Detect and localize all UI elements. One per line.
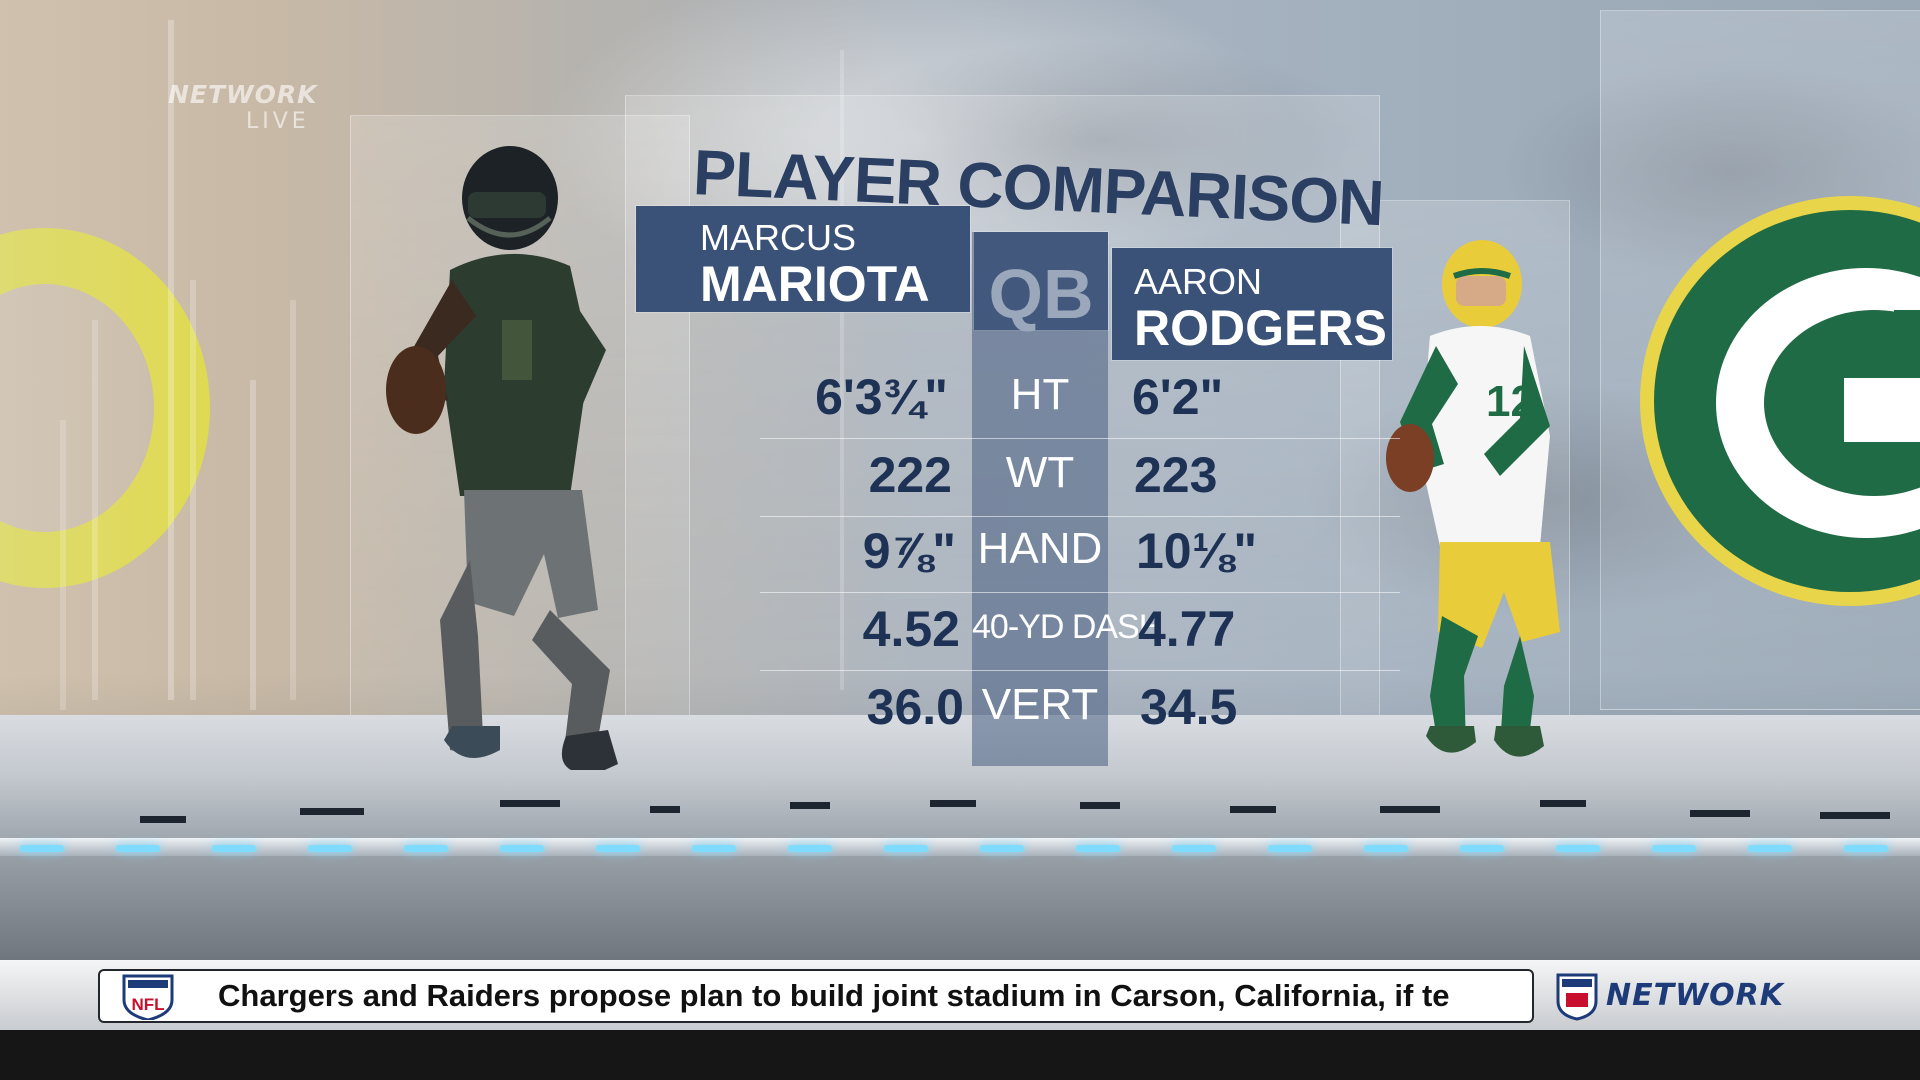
- floor-light: [884, 845, 928, 852]
- stat-left-value: 4.52: [862, 601, 960, 657]
- row-divider: [760, 592, 1400, 593]
- nfl-network-shield-icon: [1556, 973, 1598, 1021]
- light-bar: [190, 280, 196, 700]
- stat-left-value: 9⅞": [862, 523, 956, 579]
- floor-dash: [140, 816, 186, 823]
- stat-left-value: 6'3¾": [815, 369, 948, 425]
- stat-row: 222 WT 223: [0, 446, 1920, 510]
- floor-light: [500, 845, 544, 852]
- floor-light: [1460, 845, 1504, 852]
- studio-floor: [0, 715, 1920, 960]
- floor-light: [596, 845, 640, 852]
- nfl-shield-icon: NFL: [122, 974, 174, 1020]
- floor-dash: [500, 800, 560, 807]
- nfl-shield-text: NFL: [131, 995, 164, 1014]
- stat-right-value: 34.5: [1140, 679, 1238, 735]
- floor-light: [692, 845, 736, 852]
- player-right-header: AARON RODGERS: [1112, 248, 1392, 360]
- floor-dash: [1230, 806, 1276, 813]
- floor-light: [1844, 845, 1888, 852]
- nfl-network-brand: NETWORK: [1606, 978, 1785, 1013]
- live-indicator: LIVE: [246, 109, 310, 134]
- row-divider: [760, 516, 1400, 517]
- player-left-header: MARCUS MARIOTA: [636, 206, 970, 312]
- network-live-bug: NETWORK LIVE: [168, 80, 318, 134]
- ticker: [98, 969, 1534, 1023]
- stat-row: 4.52 40-YD DASH 4.77: [0, 600, 1920, 664]
- floor-dash: [1540, 800, 1586, 807]
- player-left-first-name: MARCUS: [700, 217, 857, 258]
- stat-row: 6'3¾" HT 6'2": [0, 368, 1920, 432]
- light-bar: [92, 320, 98, 700]
- player-right-first-name: AARON: [1134, 261, 1263, 302]
- ticker-headline: Chargers and Raiders propose plan to bui…: [218, 978, 1450, 1013]
- floor-light: [1364, 845, 1408, 852]
- floor-dash: [790, 802, 830, 809]
- stat-row: 36.0 VERT 34.5: [0, 678, 1920, 742]
- player-right-last-name: RODGERS: [1134, 300, 1387, 356]
- floor-dash: [1380, 806, 1440, 813]
- floor-light: [212, 845, 256, 852]
- floor-dash: [1080, 802, 1120, 809]
- floor-light: [116, 845, 160, 852]
- stat-label: VERT: [981, 680, 1099, 729]
- light-bar: [250, 380, 256, 710]
- player-left-last-name: MARIOTA: [700, 256, 930, 312]
- floor-dash: [1820, 812, 1890, 819]
- floor-light: [404, 845, 448, 852]
- stat-left-value: 222: [868, 447, 952, 503]
- floor-light: [788, 845, 832, 852]
- floor-light: [1268, 845, 1312, 852]
- light-bar: [840, 50, 844, 690]
- floor-light: [1556, 845, 1600, 852]
- floor-light: [1172, 845, 1216, 852]
- stat-row: 9⅞" HAND 10⅛": [0, 522, 1920, 586]
- floor-edge: [0, 838, 1920, 856]
- floor-dash: [300, 808, 364, 815]
- stat-label: HAND: [977, 524, 1103, 573]
- floor-dash: [650, 806, 680, 813]
- stat-right-value: 10⅛": [1136, 523, 1258, 579]
- player-mariota-image: [386, 146, 618, 770]
- floor-light: [1076, 845, 1120, 852]
- floor-dash: [1690, 810, 1750, 817]
- stat-label: HT: [1010, 370, 1070, 419]
- bottom-letterbox: [0, 1030, 1920, 1080]
- light-bar: [290, 300, 296, 700]
- stat-right-value: 6'2": [1132, 369, 1224, 425]
- network-logo-text: NETWORK: [168, 80, 318, 109]
- floor-light: [308, 845, 352, 852]
- light-bar: [168, 20, 174, 700]
- floor-light: [1748, 845, 1792, 852]
- floor-dash: [930, 800, 976, 807]
- stat-label: WT: [1005, 448, 1075, 497]
- stat-right-value: 223: [1134, 447, 1218, 503]
- player-rodgers-image: 12: [1386, 240, 1560, 757]
- floor-light: [980, 845, 1024, 852]
- row-divider: [760, 670, 1400, 671]
- row-divider: [760, 438, 1400, 439]
- stat-label-column: [972, 232, 1108, 766]
- stat-left-value: 36.0: [866, 679, 964, 735]
- floor-light: [20, 845, 64, 852]
- floor-light: [1652, 845, 1696, 852]
- stat-right-value: 4.77: [1138, 601, 1236, 657]
- stat-label: 40-YD DASH: [972, 608, 1163, 646]
- light-bar: [60, 420, 66, 710]
